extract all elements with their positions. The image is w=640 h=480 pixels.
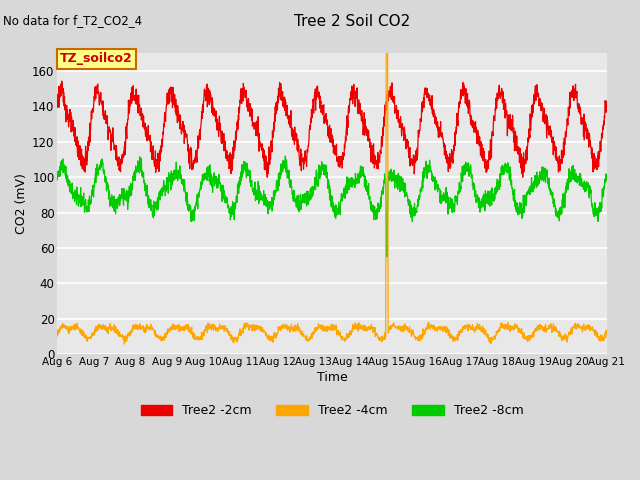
- Text: TZ_soilco2: TZ_soilco2: [60, 52, 133, 65]
- Text: Tree 2 Soil CO2: Tree 2 Soil CO2: [294, 14, 410, 29]
- X-axis label: Time: Time: [317, 371, 348, 384]
- Text: No data for f_T2_CO2_4: No data for f_T2_CO2_4: [3, 14, 142, 27]
- Y-axis label: CO2 (mV): CO2 (mV): [15, 173, 28, 234]
- Legend: Tree2 -2cm, Tree2 -4cm, Tree2 -8cm: Tree2 -2cm, Tree2 -4cm, Tree2 -8cm: [136, 399, 528, 422]
